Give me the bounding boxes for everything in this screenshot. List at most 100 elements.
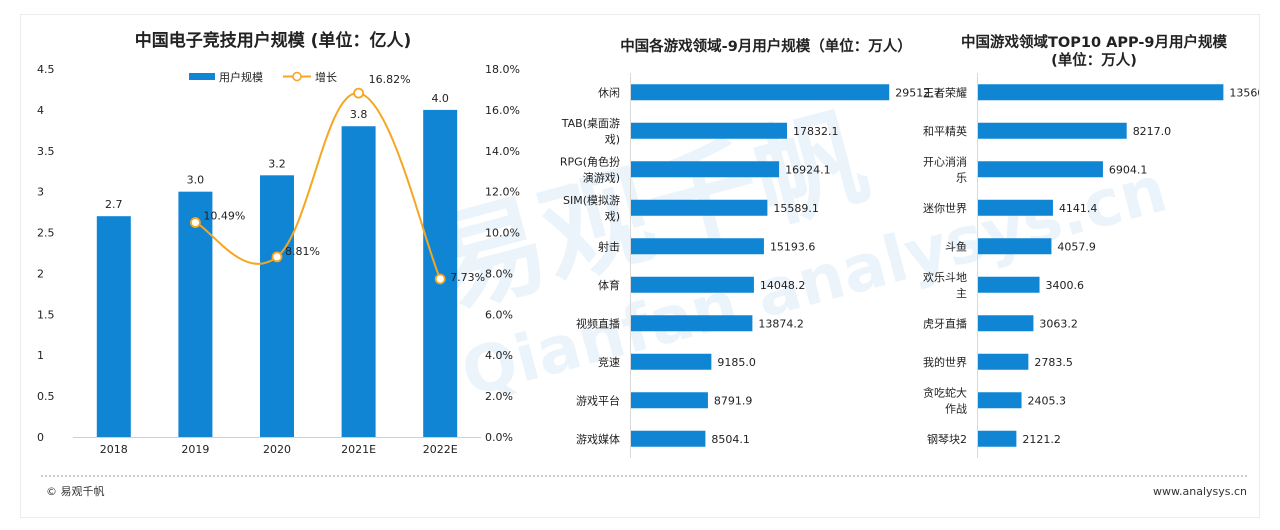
growth-point <box>189 217 201 228</box>
game-category-users-chart: 中国各游戏领域-9月用户规模（单位：万人） 29512.7 休闲 17832.1 TAB… <box>560 37 941 458</box>
y-right-tick: 14.0% <box>485 145 520 158</box>
x-tick: 2019 <box>181 443 209 456</box>
bar-体育 <box>631 276 754 293</box>
bar-label: 2783.5 <box>1034 356 1073 369</box>
bar-竞速 <box>631 353 712 370</box>
bar-2022E <box>423 109 458 437</box>
growth-label: 16.82% <box>369 73 411 86</box>
category-label: 戏) <box>605 210 620 223</box>
esports-users-chart: 中国电子竞技用户规模 (单位：亿人) 用户规模 增长 0 0.5 1 1.5 2 2.5 3 3.5… <box>37 30 520 456</box>
category-label: 斗鱼 <box>945 239 967 253</box>
bar-王者荣耀 <box>978 84 1224 101</box>
growth-label: 7.73% <box>450 271 485 284</box>
growth-line <box>194 92 442 280</box>
bar-label: 16924.1 <box>785 163 831 176</box>
bar-label: 3.8 <box>350 108 368 121</box>
bar-迷你世界 <box>978 199 1053 216</box>
y-left-tick: 1.5 <box>37 308 55 321</box>
bar-label: 3063.2 <box>1039 317 1078 330</box>
category-label: 视频直播 <box>576 316 620 330</box>
x-tick: 2018 <box>100 443 128 456</box>
category-label: 欢乐斗地 <box>923 270 967 284</box>
category-label: RPG(角色扮 <box>560 154 620 168</box>
chart-title: 中国游戏领域TOP10 APP-9月用户规模 <box>961 33 1227 51</box>
report-frame: 易观千帆Qianfan analysys.cn 中国电子竞技用户规模 (单位：亿… <box>20 14 1275 518</box>
bar-2019 <box>178 191 213 437</box>
bar-我的世界 <box>978 353 1029 370</box>
legend-label-bar: 用户规模 <box>219 70 263 84</box>
bar-2021E <box>341 126 376 437</box>
bar-label: 15589.1 <box>773 202 819 215</box>
chart-title: 中国各游戏领域-9月用户规模（单位：万人） <box>620 37 912 55</box>
y-right-tick: 12.0% <box>485 186 520 199</box>
site-url: www.analysys.cn <box>1153 485 1247 498</box>
bar-label: 9185.0 <box>717 356 756 369</box>
bar-2020 <box>260 175 294 438</box>
bar-label: 17832.1 <box>793 125 839 138</box>
y-right-tick: 16.0% <box>485 104 520 117</box>
y-right-tick: 18.0% <box>485 63 520 76</box>
category-label: 贪吃蛇大 <box>923 385 967 399</box>
y-left-tick: 3.5 <box>37 145 55 158</box>
legend-label-line: 增长 <box>315 70 337 84</box>
y-left-tick: 4.5 <box>37 63 55 76</box>
bar-休闲 <box>631 84 890 101</box>
bar-label: 6904.1 <box>1109 163 1148 176</box>
y-left-tick: 0.5 <box>37 390 55 403</box>
bar-label: 15193.6 <box>770 240 816 253</box>
bar-label: 8791.9 <box>714 394 753 407</box>
category-label: TAB(桌面游 <box>561 117 620 130</box>
bar-label: 13560.5 <box>1229 86 1259 99</box>
y-right-tick: 2.0% <box>485 390 513 403</box>
top10-app-users-chart: 中国游戏领域TOP10 APP-9月用户规模(单位：万人) 13560.5 王者荣耀… <box>923 33 1275 458</box>
bar-label: 4057.9 <box>1057 240 1096 253</box>
bar-label: 4.0 <box>431 92 449 105</box>
category-label: 主 <box>956 287 967 300</box>
bar-SIM(模拟游戏) <box>631 199 768 216</box>
y-left-tick: 0 <box>37 431 44 444</box>
y-right-tick: 8.0% <box>485 267 513 280</box>
category-label: 乐 <box>956 171 967 184</box>
growth-label: 10.49% <box>203 210 245 223</box>
category-label: 作战 <box>945 402 967 415</box>
bar-label: 13874.2 <box>758 317 804 330</box>
category-label: 竞速 <box>598 355 620 369</box>
bar-游戏平台 <box>631 392 708 409</box>
bar-钢琴块2 <box>978 430 1017 447</box>
bar-视频直播 <box>631 315 753 332</box>
category-label: 和平精英 <box>923 124 967 138</box>
y-right-tick: 10.0% <box>485 227 520 240</box>
y-left-tick: 2.5 <box>37 227 55 240</box>
category-label: 游戏媒体 <box>576 432 620 446</box>
x-tick: 2021E <box>341 443 376 456</box>
bar-label: 29512.7 <box>895 86 941 99</box>
bar-label: 2.7 <box>105 198 123 211</box>
category-label: 戏) <box>605 133 620 146</box>
bar-label: 4141.4 <box>1059 202 1098 215</box>
bar-label: 2121.2 <box>1022 433 1060 446</box>
category-label: 迷你世界 <box>923 202 967 215</box>
footer: © 易观千帆 www.analysys.cn <box>41 475 1249 498</box>
growth-point <box>271 251 283 263</box>
category-label: 射击 <box>598 239 620 253</box>
growth-label: 8.81% <box>285 245 320 258</box>
bar-TAB(桌面游戏) <box>631 122 788 139</box>
growth-point <box>353 87 365 99</box>
bar-label: 8217.0 <box>1133 125 1172 138</box>
category-label: 演游戏) <box>583 170 620 184</box>
bar-游戏媒体 <box>631 430 706 447</box>
category-label: 体育 <box>598 278 620 292</box>
y-right-tick: 0.0% <box>485 431 513 444</box>
category-label: SIM(模拟游 <box>563 193 620 207</box>
bar-label: 3.2 <box>268 157 286 170</box>
chart-title: 中国电子竞技用户规模 (单位：亿人) <box>135 30 411 51</box>
category-label: 虎牙直播 <box>923 316 967 330</box>
category-label: 开心消消 <box>923 154 967 168</box>
y-right-tick: 4.0% <box>485 349 513 362</box>
bar-和平精英 <box>978 122 1127 139</box>
category-label: 我的世界 <box>923 355 967 369</box>
chart-canvas: 易观千帆Qianfan analysys.cn 中国电子竞技用户规模 (单位：亿… <box>37 30 1275 498</box>
category-label: 游戏平台 <box>576 393 620 407</box>
y-left-tick: 2 <box>37 267 44 280</box>
bar-射击 <box>631 238 764 255</box>
